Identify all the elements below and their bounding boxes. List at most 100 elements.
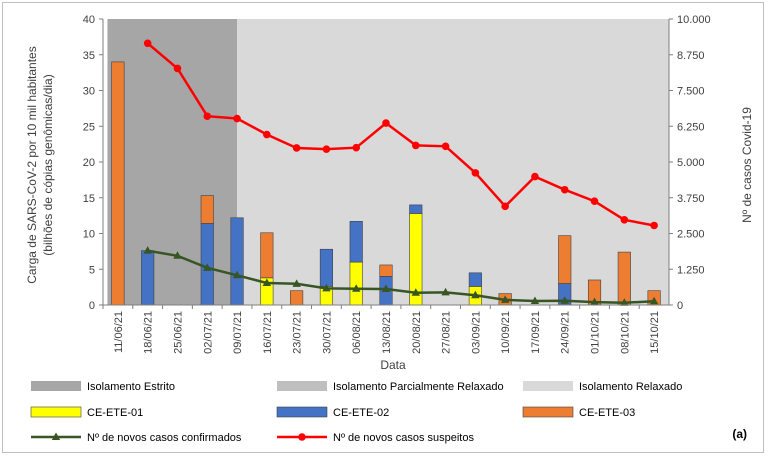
y-axis-right-title: Nº de casos Covid-19 (740, 107, 754, 223)
x-axis-title: Data (380, 358, 406, 372)
point-series-1 (590, 297, 599, 306)
point-series-2 (382, 119, 390, 127)
y-right-tick-label: 0 (677, 300, 683, 312)
point-series-2 (233, 114, 241, 123)
x-tick-label: 03/09/21 (470, 311, 482, 354)
x-tick-label: 16/07/21 (262, 311, 274, 354)
point-series-2 (322, 145, 331, 153)
legend-label-series: CE-ETE-01 (87, 407, 143, 419)
legend-label-period: Isolamento Estrito (87, 381, 175, 393)
legend-label-series: CE-ETE-03 (579, 407, 635, 419)
bar-ce-ete-02 (349, 221, 363, 263)
x-tick-label: 06/08/21 (351, 311, 363, 354)
bar-ce-ete-02 (409, 204, 423, 214)
point-series-2 (620, 215, 629, 224)
x-tick-label: 01/10/21 (590, 311, 602, 354)
point-series-1 (143, 246, 152, 254)
y-right-tick-label: 6.250 (677, 121, 705, 133)
y-left-tick-label: 20 (83, 157, 95, 169)
point-series-1 (203, 263, 212, 271)
legend-label-series: CE-ETE-02 (333, 407, 389, 419)
x-tick-label: 27/08/21 (441, 311, 453, 354)
figure-frame: 0 5 10 15 20 25 30 35 40 0 1.250 2.500 3.750 5.000 6.2… (2, 2, 764, 453)
x-tick-label: 13/08/21 (381, 311, 393, 354)
legend: Isolamento Estrito Isolamento Parcialment… (30, 381, 682, 444)
point-series-1 (620, 298, 629, 306)
point-series-2 (650, 221, 658, 230)
x-tick-label: 02/07/21 (202, 311, 214, 354)
bar-ce-ete-02 (468, 272, 482, 287)
point-series-2 (292, 144, 301, 152)
y-left-tick-label: 5 (89, 264, 95, 276)
x-tick-label: 24/09/21 (560, 311, 572, 354)
legend-swatch-series (522, 406, 574, 418)
legend-label-period: Isolamento Parcialmente Relaxado (333, 381, 504, 393)
point-series-1 (292, 279, 301, 287)
bar-ce-ete-02 (230, 217, 244, 306)
bar-ce-ete-03 (379, 264, 393, 277)
x-tick-label: 23/07/21 (292, 311, 304, 354)
point-series-1 (381, 284, 391, 292)
y-axis-left-title-line2: (bilhões de cópias genômicas/dia) (41, 74, 55, 255)
y-axis-left-title-line1: Carga de SARS-CoV-2 por 10 mil habitante… (25, 46, 39, 283)
period-band-1 (107, 19, 238, 305)
y-left-tick-label: 30 (83, 86, 95, 98)
period-band-3 (237, 19, 670, 305)
point-series-1 (232, 270, 242, 279)
x-tick-label: 20/08/21 (411, 311, 423, 354)
point-series-2 (173, 64, 182, 73)
x-tick-label: 15/10/21 (649, 311, 661, 354)
legend-marker-triangle (51, 432, 61, 440)
point-series-1 (411, 288, 420, 296)
point-series-2 (590, 197, 599, 205)
legend-label-line: Nº de novos casos confirmados (87, 432, 242, 444)
legend-swatch-series (276, 406, 328, 418)
point-series-2 (143, 39, 152, 48)
y-right-tick-label: 8.750 (677, 50, 705, 62)
y-right-tick-label: 7.500 (677, 86, 705, 98)
x-tick-label: 18/06/21 (143, 311, 155, 354)
point-series-2 (560, 185, 569, 194)
bar-ce-ete-03 (290, 290, 304, 306)
point-series-1 (649, 296, 659, 305)
bar-ce-ete-02 (141, 250, 155, 306)
bar-ce-ete-03 (558, 235, 572, 284)
legend-label-period: Isolamento Relaxado (579, 381, 682, 393)
legend-marker-circle (298, 433, 306, 441)
x-tick-label: 17/09/21 (530, 311, 542, 354)
point-series-2 (441, 142, 450, 151)
x-tick-label: 30/07/21 (321, 311, 333, 354)
y-right-tick-label: 2.500 (677, 229, 705, 241)
legend-label-line: Nº de novos casos suspeitos (333, 432, 474, 444)
point-series-1 (322, 283, 331, 292)
y-right-tick-label: 10.000 (677, 14, 711, 26)
bar-ce-ete-03 (260, 232, 274, 279)
point-series-2 (411, 141, 420, 150)
point-series-1 (500, 295, 510, 303)
y-right-tick-label: 1.250 (677, 264, 705, 276)
legend-swatch-period (277, 381, 327, 391)
point-series-2 (203, 112, 212, 121)
point-series-2 (531, 172, 539, 181)
y-left-tick-label: 0 (89, 300, 95, 312)
legend-swatch-series (30, 406, 82, 418)
x-tick-label: 10/09/21 (500, 311, 512, 354)
x-tick-label: 09/07/21 (232, 311, 244, 354)
bar-ce-ete-02 (319, 248, 333, 287)
point-series-1 (441, 287, 450, 296)
point-series-2 (263, 130, 271, 139)
x-tick-label: 08/10/21 (619, 311, 631, 354)
point-series-1 (352, 284, 361, 292)
point-series-2 (471, 169, 480, 177)
point-series-2 (352, 143, 361, 152)
y-left-tick-label: 15 (83, 193, 95, 205)
point-series-1 (560, 296, 569, 304)
point-series-1 (530, 296, 540, 304)
point-series-2 (501, 202, 509, 211)
x-tick-label: 25/06/21 (172, 311, 184, 354)
y-left-tick-label: 35 (83, 50, 95, 62)
y-left-tick-label: 40 (83, 14, 95, 26)
y-left-tick-label: 10 (83, 229, 95, 241)
point-series-1 (471, 290, 480, 299)
bar-ce-ete-03 (200, 195, 214, 224)
